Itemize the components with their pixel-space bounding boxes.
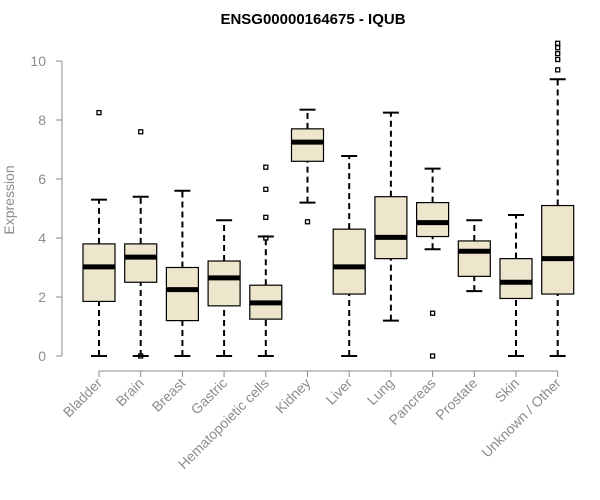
outlier-point — [429, 310, 436, 316]
box-iqr — [82, 243, 116, 303]
box-group — [82, 109, 116, 357]
box-iqr — [124, 243, 158, 283]
outlier-point — [263, 186, 269, 192]
box-iqr — [499, 258, 533, 300]
outlier-point — [138, 353, 144, 359]
plot-area — [82, 40, 575, 359]
x-tick-label: Lung — [364, 375, 397, 408]
box-iqr — [541, 204, 575, 295]
x-tick-label: Skin — [492, 375, 523, 406]
outlier-point — [96, 109, 102, 116]
outlier-point — [555, 67, 561, 73]
x-tick-label: Bladder — [60, 375, 106, 421]
y-tick-label: 0 — [38, 348, 46, 364]
box-iqr — [290, 128, 325, 162]
x-tick-label: Prostate — [432, 375, 480, 423]
outlier-point — [555, 45, 561, 51]
box-group — [457, 219, 491, 293]
y-tick-label: 2 — [38, 289, 46, 305]
box-group — [541, 40, 575, 357]
x-tick-label: Unknown / Other — [478, 375, 564, 461]
outlier-point — [263, 235, 269, 241]
y-axis: 0 2 4 6 8 10 — [30, 53, 63, 364]
box-group — [207, 219, 241, 357]
x-tick-label: Breast — [149, 375, 189, 415]
box-iqr — [207, 260, 241, 307]
x-tick-label: Liver — [323, 375, 356, 408]
outlier-point — [263, 164, 269, 170]
y-tick-label: 10 — [30, 53, 46, 69]
y-axis-label: Expression — [1, 165, 17, 234]
box-group — [499, 213, 533, 357]
outlier-point — [263, 214, 269, 221]
box-group — [165, 189, 199, 357]
box-group — [249, 164, 283, 357]
box-group — [124, 129, 158, 359]
box-iqr — [416, 202, 450, 238]
y-tick-label: 6 — [38, 171, 46, 187]
outlier-point — [304, 219, 311, 225]
outlier-point — [555, 56, 561, 63]
box-iqr — [165, 266, 199, 322]
box-group — [416, 167, 450, 359]
box-iqr — [457, 240, 491, 277]
outlier-point — [555, 50, 561, 57]
outlier-point — [138, 129, 144, 135]
y-tick-label: 8 — [38, 112, 46, 128]
box-group — [374, 111, 408, 322]
chart-title: ENSG00000164675 - IQUB — [220, 11, 405, 28]
outlier-point — [429, 353, 436, 359]
y-tick-label: 4 — [38, 230, 46, 246]
outlier-point — [555, 40, 561, 46]
x-tick-label: Kidney — [272, 375, 314, 417]
box-iqr — [374, 196, 408, 260]
box-iqr — [332, 228, 366, 295]
x-tick-label: Brain — [112, 375, 146, 409]
box-group — [290, 108, 325, 225]
box-group — [332, 154, 366, 357]
